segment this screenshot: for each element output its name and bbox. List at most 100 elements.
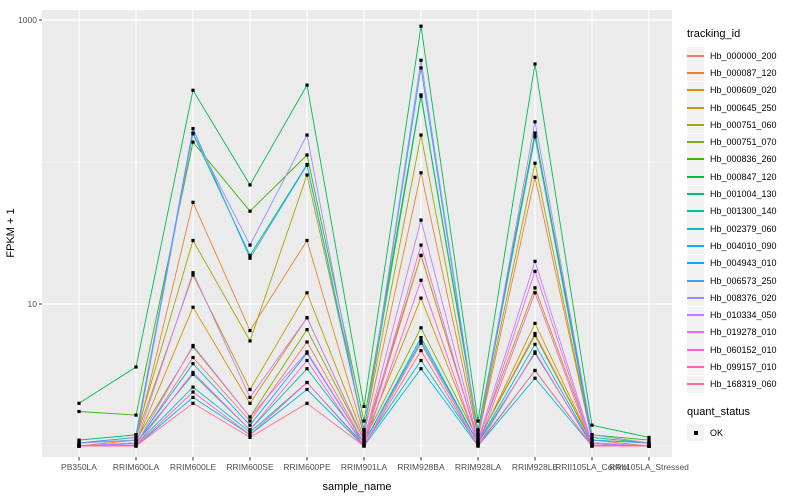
data-point: [533, 350, 537, 354]
data-point: [590, 441, 594, 445]
legend-key-swatch: [687, 254, 704, 272]
legend-item-label: Hb_000751_060: [710, 119, 777, 130]
data-point: [533, 259, 537, 263]
data-point: [647, 444, 651, 448]
legend-item-Hb_000751_070: Hb_000751_070: [687, 133, 799, 151]
legend-key-swatch: [687, 341, 704, 359]
legend-key-swatch: [687, 272, 704, 289]
legend-item-label: Hb_006573_250: [710, 275, 777, 286]
legend-item-Hb_000000_200: Hb_000000_200: [687, 47, 799, 65]
data-point: [419, 171, 423, 175]
x-tick-label-RRIM928LE: RRIM928LE: [512, 462, 559, 472]
data-point: [476, 444, 480, 448]
data-point: [590, 444, 594, 448]
legend-item-Hb_000645_250: Hb_000645_250: [687, 99, 799, 117]
data-point: [305, 133, 309, 137]
data-point: [305, 367, 309, 371]
data-point: [134, 365, 138, 369]
legend-key-swatch: [687, 289, 704, 307]
data-point: [191, 355, 195, 360]
data-point: [191, 238, 195, 243]
legend-title-quant-status: quant_status: [687, 405, 750, 418]
data-point: [476, 428, 480, 432]
data-point: [248, 329, 252, 333]
legend-item-Hb_004943_010: Hb_004943_010: [687, 254, 799, 272]
legend-key-swatch: [687, 306, 704, 324]
data-point: [305, 401, 309, 405]
data-point: [305, 316, 309, 320]
legend-key-swatch: [687, 375, 704, 393]
data-point: [248, 243, 252, 247]
data-point: [533, 120, 537, 124]
data-point: [191, 372, 195, 376]
data-point: [191, 385, 195, 389]
data-point: [533, 62, 537, 66]
legend-key-line: [687, 279, 704, 282]
data-point: [134, 444, 138, 448]
data-point: [533, 331, 537, 336]
legend-key-line: [687, 106, 704, 109]
legend-item-label: Hb_000645_250: [710, 102, 777, 113]
data-point: [248, 395, 252, 399]
legend-item-Hb_019278_010: Hb_019278_010: [687, 323, 799, 341]
data-point: [305, 387, 309, 392]
legend-key-point: [693, 430, 698, 435]
legend-item-label: Hb_004010_090: [710, 240, 777, 251]
legend-key-line: [687, 175, 704, 178]
x-tick-label-RRIM928BA: RRIM928BA: [397, 462, 445, 472]
x-tick-label-RRIM600LA: RRIM600LA: [113, 462, 160, 472]
data-point: [77, 401, 81, 405]
data-point: [419, 336, 423, 340]
legend-item-Hb_002379_060: Hb_002379_060: [687, 220, 799, 238]
data-point: [419, 278, 423, 282]
data-point: [419, 341, 423, 345]
data-point: [419, 58, 423, 62]
legend-key-line: [687, 193, 704, 196]
data-point: [248, 209, 252, 213]
data-point: [248, 339, 252, 343]
data-point: [191, 273, 195, 277]
legend-key-swatch: [687, 358, 704, 376]
data-point: [647, 435, 651, 439]
x-tick-label-RRIM600LE: RRIM600LE: [170, 462, 217, 472]
data-point: [248, 433, 252, 437]
legend-item-Hb_001300_140: Hb_001300_140: [687, 202, 799, 220]
legend-item-Hb_000087_120: Hb_000087_120: [687, 64, 799, 82]
legend-key-swatch: [687, 202, 704, 220]
legend-item-Hb_168319_060: Hb_168319_060: [687, 375, 799, 393]
legend-item-label: Hb_019278_010: [710, 327, 777, 338]
legend-key-line: [687, 141, 704, 144]
data-point: [305, 340, 309, 344]
data-point: [305, 173, 309, 177]
legend-item-Hb_010334_050: Hb_010334_050: [687, 306, 799, 324]
data-point: [362, 441, 366, 445]
legend-key-swatch: [687, 133, 704, 151]
y-tick-label-10: 10: [28, 299, 38, 309]
gridlines-minor: [42, 161, 672, 447]
legend-item-label: Hb_010334_050: [710, 310, 777, 321]
x-tick-label-RRIM901LA: RRIM901LA: [341, 462, 388, 472]
data-point: [419, 66, 423, 70]
data-point: [134, 413, 138, 417]
legend-key-line: [687, 210, 704, 213]
data-point: [533, 131, 537, 135]
data-point: [134, 441, 138, 445]
legend-item-label: Hb_000087_120: [710, 67, 777, 78]
x-tick-label-RRII105LA_Control: RRII105LA_Control: [555, 462, 629, 472]
legend-key-line: [687, 314, 704, 317]
data-point: [248, 256, 252, 260]
data-point: [533, 368, 537, 373]
data-point: [305, 291, 309, 295]
data-point: [191, 390, 195, 394]
data-point: [248, 419, 252, 423]
y-axis-title: FPKM + 1: [5, 208, 17, 257]
data-point: [533, 135, 537, 139]
x-tick-label-PB350LA: PB350LA: [61, 462, 97, 472]
data-point: [647, 438, 651, 442]
data-point: [533, 333, 537, 338]
data-point: [362, 438, 366, 442]
legend-key-swatch: [687, 150, 704, 168]
data-point: [305, 163, 309, 167]
legend-key-swatch: [687, 81, 704, 99]
legend-key-line: [687, 262, 704, 265]
